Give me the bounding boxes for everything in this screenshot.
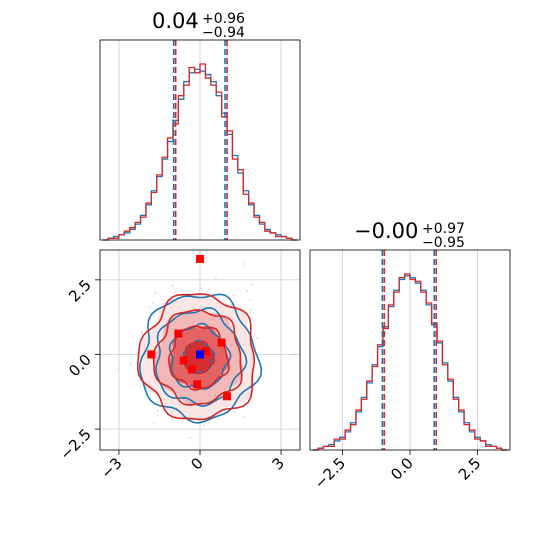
joint-markers [147,254,232,401]
sample-dot [251,284,253,286]
sample-dot [233,411,236,413]
y-marginal-title-value: −0.00 [354,219,418,243]
sample-dot [141,332,143,335]
sample-dot [252,335,255,337]
y-marginal-title-minus: −0.95 [422,235,465,251]
red-marker [147,350,156,359]
y-tick-label: 0.0 [65,351,95,381]
sample-dot [249,308,252,311]
contour-line-series-2-level-4 [136,293,255,421]
sample-dot [232,294,235,297]
joint-panel: −3 0 3 −2.5 0.0 2.5 [56,249,301,493]
y-marginal-x-ticks: −2.5 0.0 2.5 [311,450,485,493]
contour-line-series-2-level-2 [167,325,230,391]
sample-dot [148,306,151,309]
x-marginal-title-value: 0.04 [152,9,199,33]
sample-dot [203,424,205,427]
y-tick-label: 2.5 [65,276,95,306]
sample-dot [293,353,295,356]
y-marginal-gridlines [342,250,478,450]
red-marker [193,380,202,389]
y-tick-label: −2.5 [56,425,94,463]
y-marginal-title-plus: +0.97 [422,221,465,237]
red-marker [201,347,210,356]
contour-line-series-1-level-4 [138,293,263,424]
x-tick-label: −2.5 [311,454,349,492]
sample-dot [80,314,82,316]
x-tick-label: −3 [97,454,125,482]
sample-dot [243,416,246,419]
y-marginal-title: −0.00 +0.97 −0.95 [354,219,465,251]
joint-contour-lines [136,293,263,424]
x-tick-label: 0.0 [387,454,417,484]
sample-dot [248,298,251,301]
sample-dot [181,420,184,423]
red-marker [223,392,232,401]
sample-dot [156,409,159,412]
x-marginal-title-plus: +0.96 [202,11,245,27]
red-marker [179,356,188,365]
sample-dot [246,289,249,292]
red-marker [187,365,196,374]
sample-dot [191,491,193,493]
sample-dot [170,418,173,421]
sample-dot [255,337,258,340]
sample-dot [129,362,132,365]
sample-dot [243,263,246,265]
x-marginal-quantile-lines [172,40,228,240]
sample-dot [174,290,177,293]
y-marginal-histograms [312,273,508,451]
x-tick-label: 0 [187,454,206,473]
x-marginal-frame [99,39,301,241]
sample-dot [171,284,174,287]
x-marginal-histograms [102,63,298,241]
sample-dot [154,292,157,295]
sample-dot [189,436,192,439]
histogram-series-2 [102,63,298,241]
sample-dot [152,314,154,317]
y-marginal-panel: −2.5 0.0 2.5 −0.00 +0.97 −0.95 [309,219,511,493]
x-marginal-panel: 0.04 +0.96 −0.94 [99,9,301,241]
x-marginal-title: 0.04 +0.96 −0.94 [152,9,245,41]
sample-dot [156,414,159,417]
red-marker [217,338,226,347]
red-marker [174,329,183,338]
joint-y-ticks: −2.5 0.0 2.5 [56,276,100,464]
x-tick-label: 2.5 [455,454,485,484]
joint-x-ticks: −3 0 3 [97,450,288,482]
sample-dot [201,289,204,292]
x-marginal-title-minus: −0.94 [202,25,245,41]
y-marginal-quantile-lines [381,250,438,450]
sample-dot [117,368,120,371]
histogram-series-2 [312,273,508,451]
sample-dot [152,421,155,424]
x-tick-label: 3 [268,454,287,473]
red-marker [196,254,204,263]
truth-marker [196,350,204,359]
sample-dot [151,301,154,304]
sample-dot [214,277,217,279]
sample-dot [200,287,203,290]
